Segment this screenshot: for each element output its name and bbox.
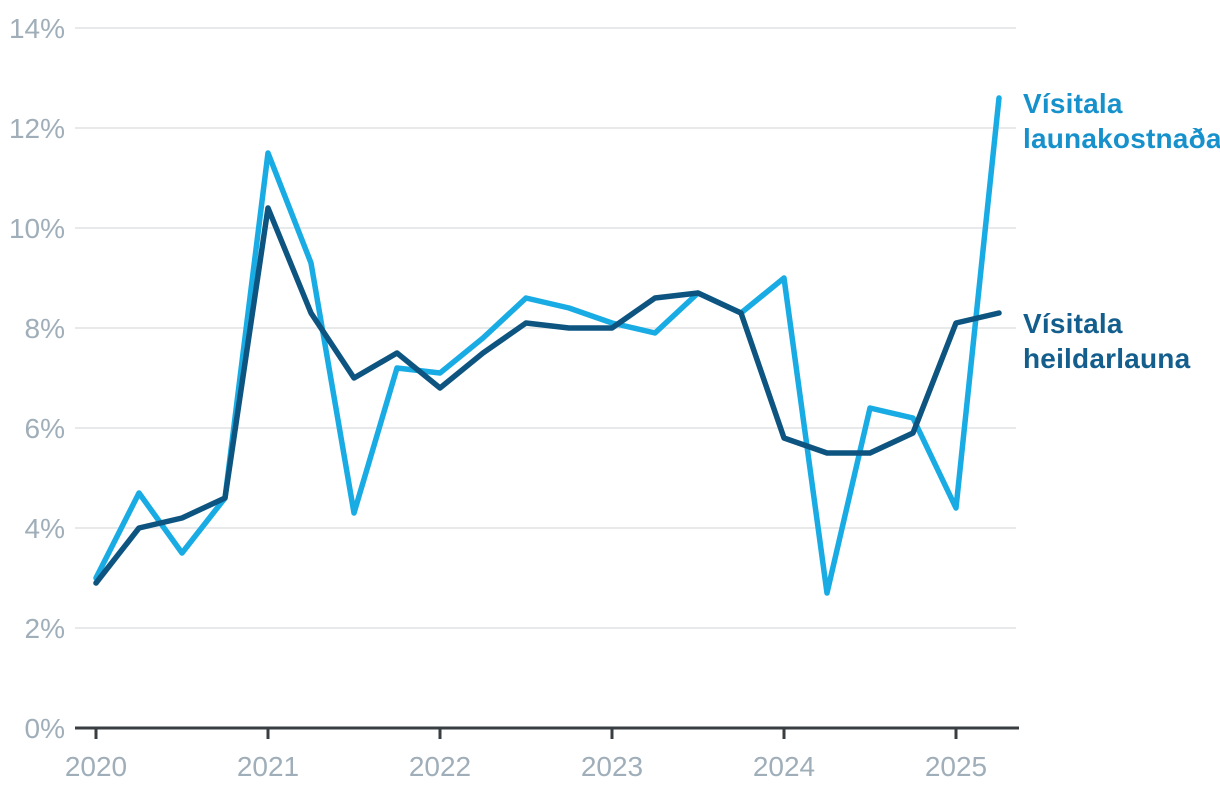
y-tick-label-6%: 6% [25,413,65,444]
x-tick-label-2021: 2021 [237,751,299,782]
series-line-vísitala-launakostnaðar [93,95,1002,596]
x-tick-label-2023: 2023 [581,751,643,782]
y-tick-label-10%: 10% [9,213,65,244]
y-tick-label-2%: 2% [25,613,65,644]
y-tick-label-0%: 0% [25,713,65,744]
x-tick-label-2020: 2020 [65,751,127,782]
series-label-launakostnadar: Vísitala launakostnaðar [1023,88,1220,154]
y-tick-label-8%: 8% [25,313,65,344]
x-tick-label-2022: 2022 [409,751,471,782]
y-tick-label-4%: 4% [25,513,65,544]
y-tick-label-14%: 14% [9,13,65,44]
x-tick-label-2024: 2024 [753,751,815,782]
y-tick-label-12%: 12% [9,113,65,144]
series-line-vísitala-heildarlauna [93,205,1002,586]
x-tick-label-2025: 2025 [925,751,987,782]
series-label-heildarlauna: Vísitala heildarlauna [1023,308,1191,374]
